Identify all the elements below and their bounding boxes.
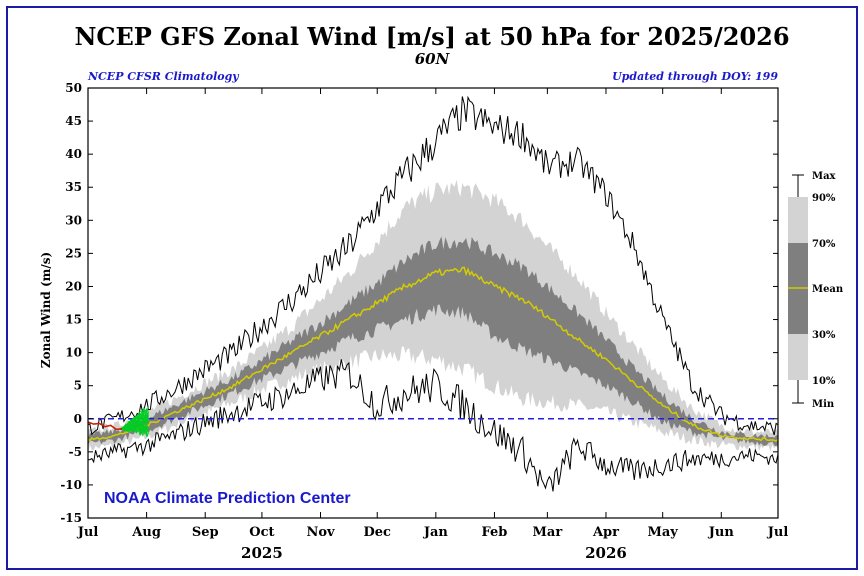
y-tick-label: 15 — [65, 313, 82, 327]
chart-subtitle: 60N — [414, 50, 450, 68]
year-label: 2026 — [585, 544, 627, 562]
y-tick-label: -5 — [69, 445, 82, 459]
x-tick-label: Nov — [306, 525, 335, 540]
observed-line — [88, 421, 123, 431]
y-tick-label: 30 — [65, 213, 82, 227]
y-tick-label: 25 — [65, 246, 82, 260]
y-tick-label: 45 — [65, 114, 82, 128]
x-tick-label: Dec — [363, 525, 391, 540]
y-tick-label: 20 — [65, 279, 82, 293]
chart-title: NCEP GFS Zonal Wind [m/s] at 50 hPa for … — [74, 22, 790, 51]
x-tick-label: Jul — [767, 525, 789, 540]
x-tick-label: Jan — [423, 525, 449, 540]
x-tick-label: May — [647, 525, 678, 540]
x-tick-label: Mar — [533, 525, 563, 540]
y-tick-label: 35 — [65, 180, 82, 194]
year-label: 2025 — [241, 544, 283, 562]
climatology-note: NCEP CFSR Climatology — [88, 70, 239, 83]
x-tick-label: Apr — [592, 525, 619, 540]
y-tick-label: 10 — [65, 346, 82, 360]
x-tick-label: Jun — [708, 525, 735, 540]
x-tick-label: Oct — [249, 525, 274, 540]
x-tick-label: Sep — [192, 525, 219, 540]
legend-label: Max — [812, 171, 837, 182]
legend-label: 10% — [812, 376, 836, 387]
credit-label: NOAA Climate Prediction Center — [104, 490, 351, 507]
x-tick-label: Feb — [481, 525, 507, 540]
y-tick-label: 0 — [74, 412, 82, 426]
update-note: Updated through DOY: 199 — [612, 70, 778, 83]
x-tick-label: Aug — [131, 525, 161, 540]
band-30-70 — [88, 236, 778, 447]
forecast-member — [119, 420, 149, 430]
legend-label: 90% — [812, 193, 836, 204]
y-tick-label: -10 — [60, 478, 82, 492]
legend-label: Mean — [812, 284, 844, 295]
y-tick-label: 40 — [65, 147, 82, 161]
y-tick-label: 50 — [65, 81, 82, 95]
max-line — [88, 95, 778, 436]
legend-label: Min — [812, 399, 835, 410]
min-line — [88, 359, 778, 492]
y-tick-label: 5 — [74, 379, 82, 393]
legend-label: 70% — [812, 239, 836, 250]
plot-area-border — [87, 87, 779, 519]
mean-line — [88, 266, 778, 442]
y-axis-label: Zonal Wind (m/s) — [39, 252, 53, 368]
forecast-member — [119, 406, 149, 430]
legend-label: 30% — [812, 330, 836, 341]
y-tick-label: -15 — [60, 511, 82, 525]
x-tick-label: Jul — [77, 525, 99, 540]
